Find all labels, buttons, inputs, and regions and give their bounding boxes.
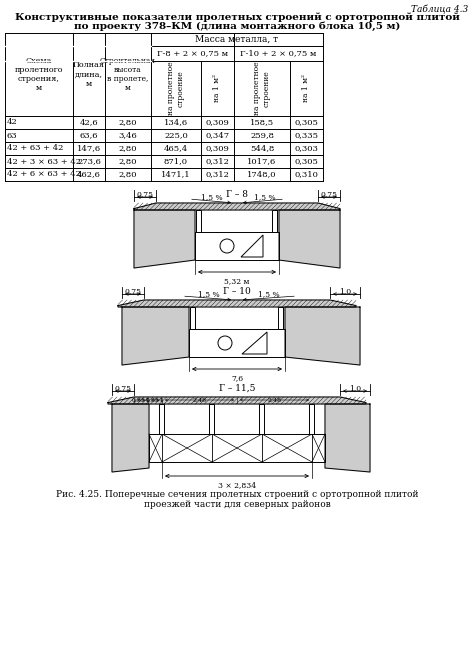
Text: Строительная
высота
в пролете,
м: Строительная высота в пролете, м (100, 57, 156, 92)
Polygon shape (134, 203, 340, 210)
Text: на 1 м²: на 1 м² (213, 74, 221, 102)
Text: 1,5 %: 1,5 % (254, 193, 276, 201)
Text: 0,312: 0,312 (206, 171, 229, 179)
Text: 134,6: 134,6 (164, 118, 188, 127)
Text: 465,4: 465,4 (164, 145, 188, 152)
Text: 871,0: 871,0 (164, 158, 188, 166)
Text: 0,75: 0,75 (137, 190, 154, 198)
Text: Схема
пролетного
строения,
м: Схема пролетного строения, м (15, 57, 63, 92)
Text: 0,75: 0,75 (320, 190, 337, 198)
Polygon shape (122, 307, 189, 365)
Text: Конструктивные показатели пролетных строений с ортотропной плитой: Конструктивные показатели пролетных стро… (15, 12, 459, 22)
Text: Г-8 + 2 × 0,75 м: Г-8 + 2 × 0,75 м (157, 49, 228, 58)
Text: 1,5 %: 1,5 % (201, 193, 223, 201)
Text: 0,75: 0,75 (125, 287, 142, 295)
Text: 2,48: 2,48 (267, 397, 282, 403)
Text: 42,6: 42,6 (80, 118, 98, 127)
Bar (197, 210, 201, 232)
Bar (159, 404, 164, 434)
Bar (259, 404, 264, 434)
Text: 2,80: 2,80 (119, 118, 137, 127)
Polygon shape (285, 307, 360, 365)
Polygon shape (325, 404, 370, 472)
Bar (191, 307, 195, 329)
Polygon shape (112, 404, 149, 472)
Text: 259,8: 259,8 (250, 131, 274, 139)
Polygon shape (242, 332, 267, 354)
Text: 7,6: 7,6 (231, 374, 243, 382)
Text: 147,6: 147,6 (77, 145, 101, 152)
Text: 1748,0: 1748,0 (247, 171, 277, 179)
Text: 0,303: 0,303 (294, 145, 319, 152)
Text: 0,305: 0,305 (294, 158, 319, 166)
Text: 0,347: 0,347 (205, 131, 229, 139)
Text: 158,5: 158,5 (250, 118, 274, 127)
Text: 462,6: 462,6 (77, 171, 101, 179)
Text: 0,75: 0,75 (115, 384, 131, 392)
Circle shape (220, 239, 234, 253)
Text: на пролетное
строение: на пролетное строение (254, 62, 271, 116)
Bar (149, 434, 325, 462)
Text: по проекту 378–КМ (длина монтажного блока 10,5 м): по проекту 378–КМ (длина монтажного блок… (74, 21, 400, 30)
Text: 0,305: 0,305 (294, 118, 319, 127)
Text: Масса металла, т: Масса металла, т (195, 35, 279, 44)
Text: 2,80: 2,80 (119, 145, 137, 152)
Text: 0,309: 0,309 (206, 145, 229, 152)
Text: 42: 42 (7, 118, 18, 127)
Text: Рис. 4.25. Поперечные сечения пролетных строений с ортотропной плитой: Рис. 4.25. Поперечные сечения пролетных … (56, 490, 418, 499)
Polygon shape (279, 210, 340, 268)
Text: 0,309: 0,309 (206, 118, 229, 127)
Text: Г-10 + 2 × 0,75 м: Г-10 + 2 × 0,75 м (240, 49, 317, 58)
Polygon shape (241, 235, 263, 257)
Text: 63,6: 63,6 (80, 131, 98, 139)
Text: 0,354: 0,354 (146, 397, 164, 403)
Text: 2,80: 2,80 (119, 158, 137, 166)
Text: 1,0: 1,0 (339, 287, 351, 295)
Text: Г – 8: Г – 8 (226, 190, 248, 199)
Text: 1,0: 1,0 (349, 384, 361, 392)
Text: 0,354: 0,354 (132, 397, 150, 403)
Text: 2,48: 2,48 (192, 397, 207, 403)
Text: 0,310: 0,310 (294, 171, 319, 179)
Text: проезжей части для северных районов: проезжей части для северных районов (144, 500, 330, 509)
Text: 5,32 м: 5,32 м (224, 277, 250, 285)
Text: 3 × 2,834: 3 × 2,834 (218, 481, 256, 489)
Text: 0,335: 0,335 (294, 131, 319, 139)
Bar (210, 404, 215, 434)
Text: 42 + 6 × 63 + 42: 42 + 6 × 63 + 42 (7, 171, 81, 179)
Circle shape (218, 336, 232, 350)
Bar (273, 210, 277, 232)
Polygon shape (118, 300, 356, 307)
Text: 42 + 3 × 63 + 42: 42 + 3 × 63 + 42 (7, 158, 81, 166)
Text: 3,46: 3,46 (118, 131, 137, 139)
Text: 1471,1: 1471,1 (161, 171, 191, 179)
Text: Таблица 4.3: Таблица 4.3 (411, 5, 468, 14)
Text: 1017,6: 1017,6 (247, 158, 277, 166)
Text: Полная
длина,
м: Полная длина, м (73, 61, 105, 87)
Bar (310, 404, 315, 434)
Text: 0,312: 0,312 (206, 158, 229, 166)
Bar (195, 232, 279, 260)
Bar (189, 329, 285, 357)
Polygon shape (134, 210, 195, 268)
Text: 63: 63 (7, 131, 18, 139)
Text: Г – 11,5: Г – 11,5 (219, 384, 255, 393)
Text: 544,8: 544,8 (250, 145, 274, 152)
Text: на 1 м²: на 1 м² (302, 74, 310, 102)
Text: Г – 10: Г – 10 (223, 287, 251, 296)
Text: 225,0: 225,0 (164, 131, 188, 139)
Bar (279, 307, 283, 329)
Text: на пролетное
строение: на пролетное строение (167, 62, 184, 116)
Text: 42 + 63 + 42: 42 + 63 + 42 (7, 145, 64, 152)
Polygon shape (108, 397, 366, 404)
Text: 1,5 %: 1,5 % (198, 290, 220, 298)
Text: 273,6: 273,6 (77, 158, 101, 166)
Text: 2,80: 2,80 (119, 171, 137, 179)
Text: 1,5 %: 1,5 % (258, 290, 280, 298)
